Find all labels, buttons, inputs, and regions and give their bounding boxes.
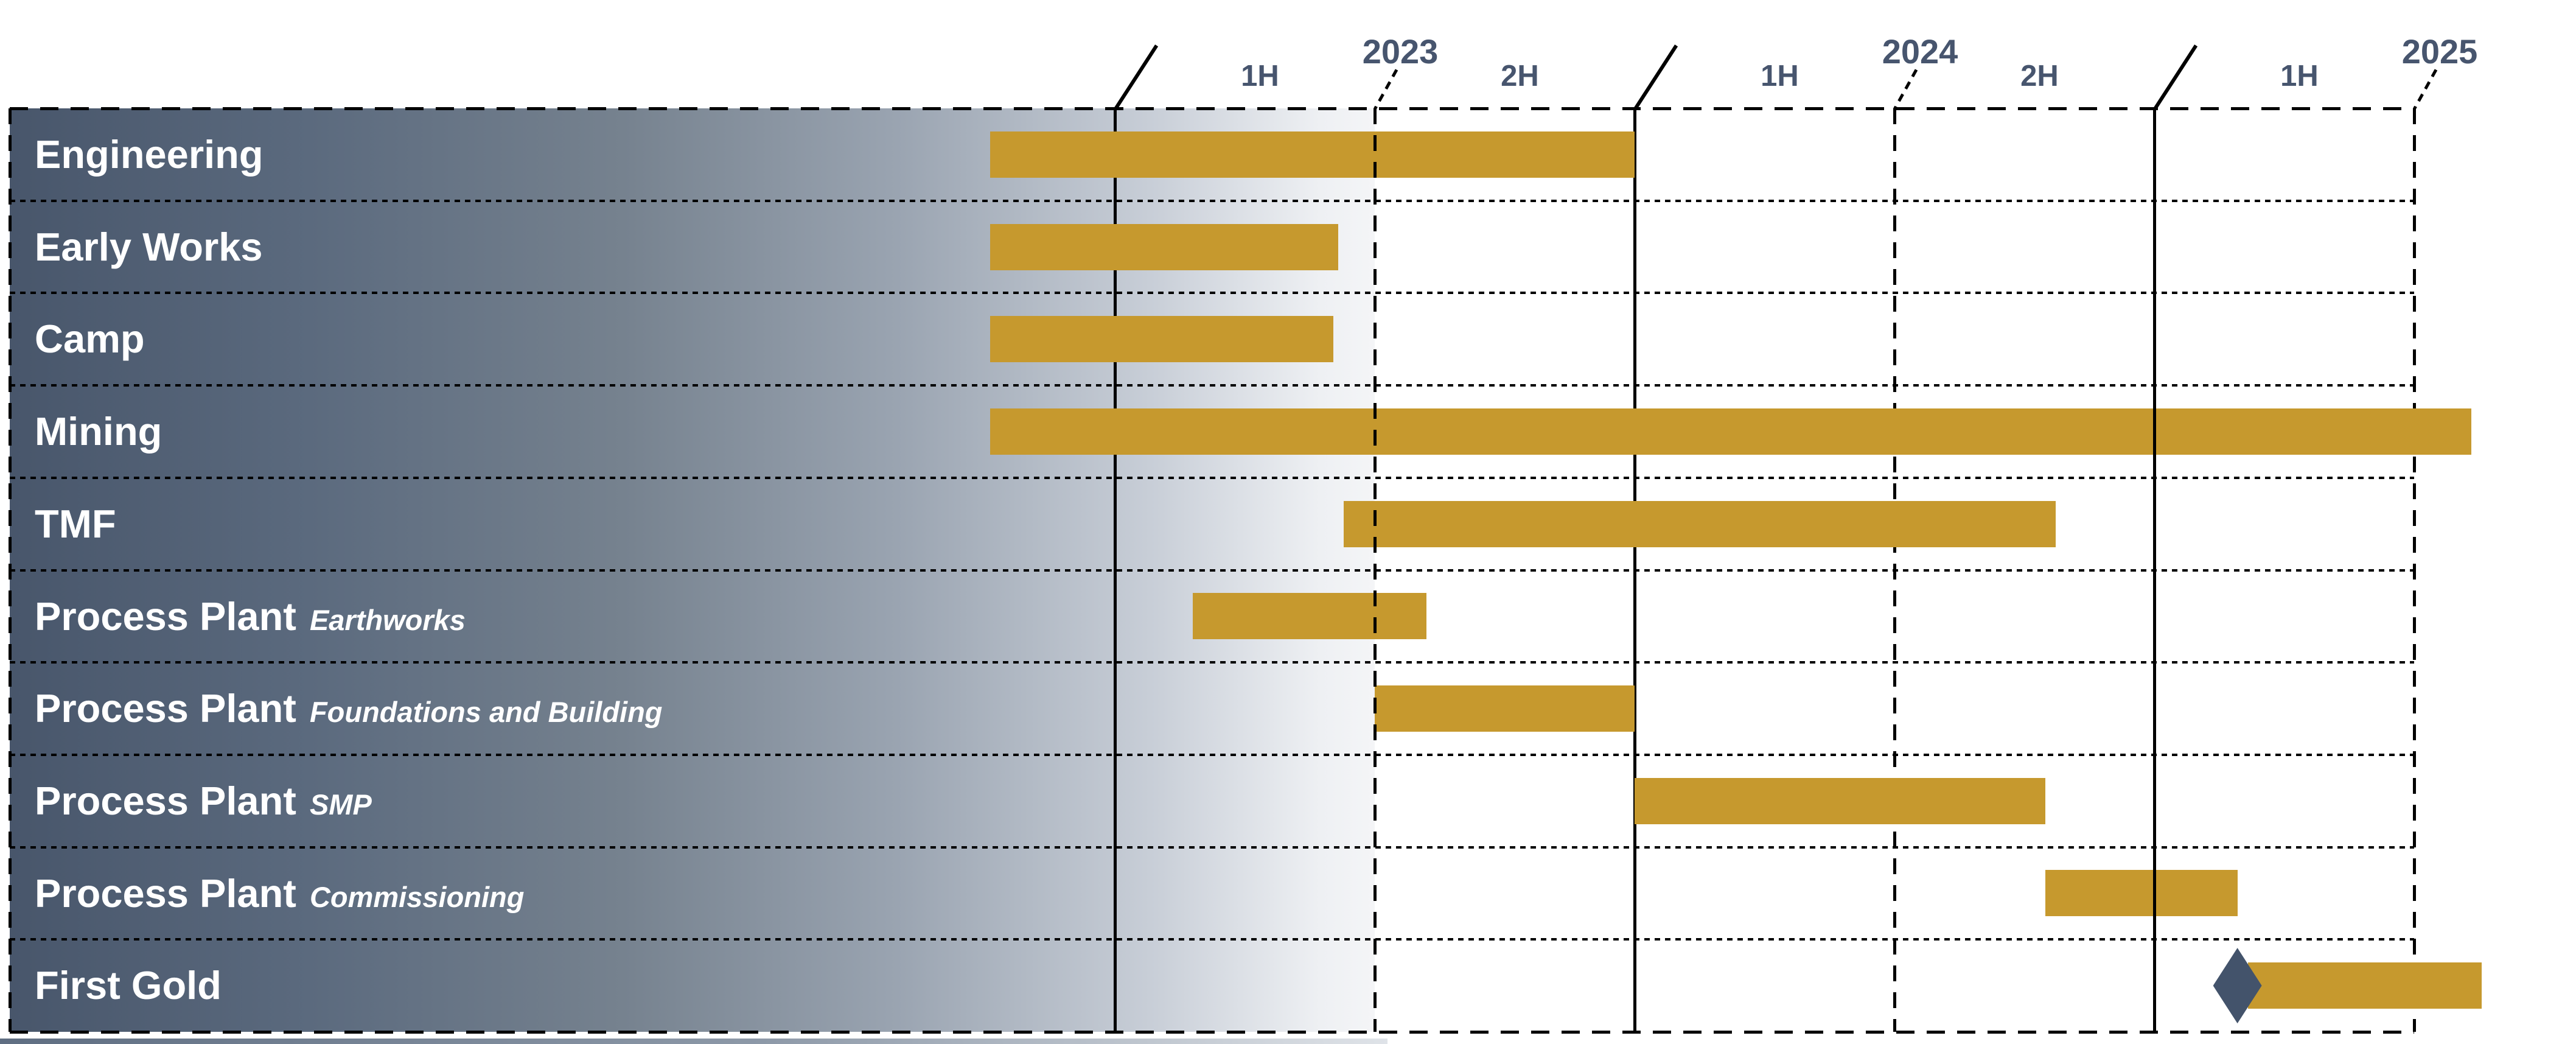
row-label-camp: Camp (35, 293, 145, 385)
row-label-process-plant-smp: Process Plant SMP (35, 755, 372, 847)
task-bar-process-plant-smp (1635, 777, 2045, 824)
row-label-mining: Mining (35, 385, 162, 478)
task-bar-process-plant-foundations-and-building (1375, 685, 1635, 732)
task-name: Mining (35, 409, 162, 454)
axis-tick-solid-2024 (1633, 44, 1678, 111)
half-label-2h-2024: 2H (2020, 60, 2059, 93)
axis-tick-dashed-2024.5 (1893, 69, 1918, 110)
task-bar-process-plant-earthworks (1193, 593, 1427, 640)
row-divider (10, 292, 2414, 295)
task-bar-camp (990, 316, 1333, 363)
row-divider (10, 384, 2414, 387)
row-label-process-plant-commissioning: Process Plant Commissioning (35, 847, 524, 940)
axis-tick-dashed-2023.5 (1374, 69, 1398, 110)
task-name: TMF (35, 501, 116, 546)
row-divider (10, 569, 2414, 572)
task-name: Camp (35, 317, 145, 362)
year-label-2023: 2023 (1362, 32, 1439, 71)
row-divider (10, 661, 2414, 664)
task-qualifier: Earthworks (309, 603, 466, 636)
task-bar-tmf (1343, 500, 2056, 547)
gridline-dashed-2023.5 (1374, 108, 1377, 1032)
task-name: Engineering (35, 132, 264, 177)
task-name: Process Plant (35, 871, 296, 916)
row-divider (10, 199, 2414, 202)
task-bar-first-gold (2247, 962, 2482, 1009)
task-bar-engineering (990, 131, 1635, 178)
row-label-process-plant-foundations-and-building: Process Plant Foundations and Building (35, 662, 663, 755)
task-name: First Gold (35, 963, 222, 1008)
task-bar-mining (990, 408, 2471, 455)
year-label-2025: 2025 (2401, 32, 2478, 71)
task-name: Process Plant (35, 778, 296, 823)
bottom-edge-band (0, 1039, 1387, 1044)
task-bar-process-plant-commissioning (2045, 870, 2238, 917)
task-qualifier: Commissioning (309, 880, 525, 913)
axis-tick-dashed-2025.5 (2413, 69, 2438, 110)
gridline-solid-2025 (2153, 108, 2156, 1032)
row-label-first-gold: First Gold (35, 939, 222, 1032)
year-label-2024: 2024 (1882, 32, 1958, 71)
frame-border-top (10, 107, 2414, 110)
axis-tick-solid-2025 (2153, 44, 2198, 111)
row-label-engineering: Engineering (35, 108, 264, 201)
task-bar-early-works (990, 223, 1339, 270)
row-divider (10, 938, 2414, 941)
axis-tick-solid-2023 (1114, 44, 1159, 111)
row-label-process-plant-earthworks: Process Plant Earthworks (35, 570, 466, 663)
task-qualifier: Foundations and Building (309, 696, 663, 729)
half-label-1h-2024: 1H (1761, 60, 1799, 93)
milestone-diamond-first-gold (2213, 948, 2262, 1024)
row-label-tmf: TMF (35, 478, 116, 570)
task-name: Process Plant (35, 686, 296, 731)
row-label-early-works: Early Works (35, 201, 263, 293)
gridline-dashed-2025.5 (2413, 108, 2416, 1032)
row-divider (10, 753, 2414, 756)
half-label-2h-2023: 2H (1501, 60, 1539, 93)
row-divider (10, 846, 2414, 849)
task-name: Process Plant (35, 594, 296, 639)
half-label-1h-2023: 1H (1241, 60, 1279, 93)
task-qualifier: SMP (309, 788, 372, 821)
frame-border-bottom (10, 1031, 2414, 1034)
frame-border-left (9, 108, 12, 1032)
task-name: Early Works (35, 224, 263, 269)
half-label-1h-2025: 1H (2280, 60, 2319, 93)
row-divider (10, 476, 2414, 479)
